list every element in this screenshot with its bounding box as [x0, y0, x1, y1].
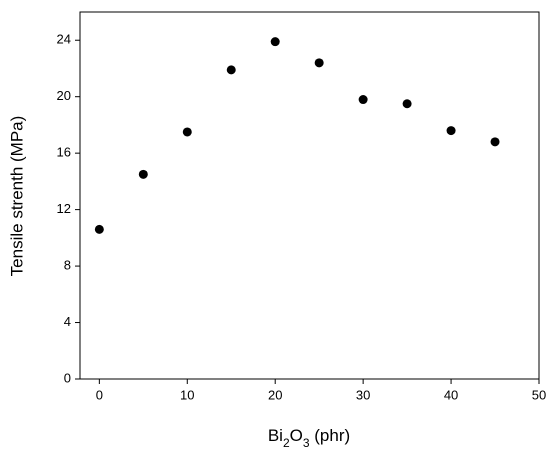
x-axis-title: Bi2O3 (phr) [268, 426, 350, 450]
y-tick-label: 24 [57, 32, 71, 47]
y-tick-label: 16 [57, 145, 71, 160]
plot-frame [79, 11, 540, 380]
y-tick-label: 0 [64, 370, 71, 385]
y-tick-label: 4 [64, 314, 71, 329]
point [138, 169, 148, 179]
point [94, 224, 104, 234]
point [182, 127, 192, 137]
y-tick-label: 8 [64, 258, 71, 273]
point [490, 137, 500, 147]
point [270, 37, 280, 47]
x-tick-label: 20 [268, 387, 282, 402]
point [358, 95, 368, 105]
point [226, 65, 236, 75]
x-tick-label: 0 [96, 387, 103, 402]
point [446, 126, 456, 136]
y-tick-label: 20 [57, 88, 71, 103]
x-tick-label: 40 [444, 387, 458, 402]
x-tick-label: 30 [356, 387, 370, 402]
y-axis-title: Tensile strenth (MPa) [7, 116, 26, 277]
x-tick-label: 50 [532, 387, 546, 402]
point [402, 99, 412, 109]
y-tick-label: 12 [57, 201, 71, 216]
point [314, 58, 324, 68]
x-tick-label: 10 [180, 387, 194, 402]
